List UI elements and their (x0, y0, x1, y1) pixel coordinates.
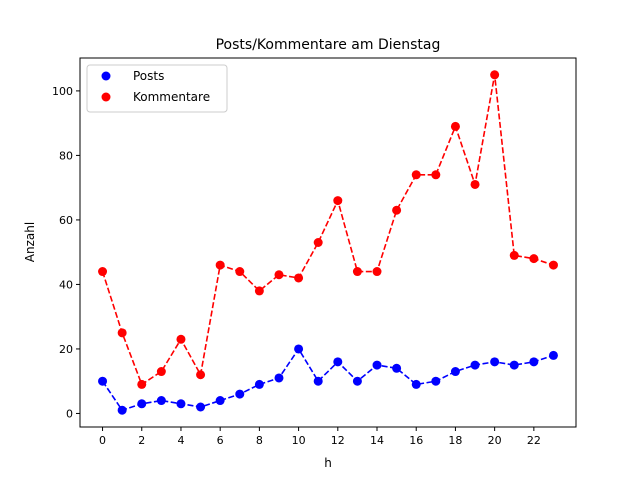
legend-marker (101, 92, 111, 102)
x-tick-label: 14 (370, 434, 384, 447)
data-point (176, 334, 186, 344)
data-point (235, 389, 245, 399)
data-point (254, 286, 264, 296)
data-point (411, 379, 421, 389)
data-point (156, 396, 166, 406)
data-point (156, 367, 166, 377)
data-point (352, 267, 362, 277)
data-point (98, 376, 108, 386)
data-point (352, 376, 362, 386)
data-point (392, 363, 402, 373)
data-point (333, 357, 343, 367)
data-point (294, 344, 304, 354)
x-tick-label: 4 (177, 434, 184, 447)
x-tick-label: 18 (448, 434, 462, 447)
data-point (470, 360, 480, 370)
data-point (196, 402, 206, 412)
x-tick-label: 22 (527, 434, 541, 447)
data-point (431, 376, 441, 386)
plot-area (79, 57, 577, 428)
data-point (313, 238, 323, 247)
legend-box (86, 64, 228, 113)
series-posts (98, 344, 558, 415)
data-point (98, 267, 108, 277)
data-point (548, 350, 558, 360)
data-point (294, 273, 304, 283)
x-axis-label: h (324, 456, 332, 470)
data-point (274, 373, 284, 383)
legend: Posts Kommentare (86, 64, 228, 113)
x-tick-label: 12 (331, 434, 345, 447)
data-point (470, 179, 480, 189)
legend-label: Kommentare (133, 90, 210, 104)
y-tick-label: 80 (59, 149, 73, 162)
data-point (215, 260, 225, 270)
chart-title: Posts/Kommentare am Dienstag (216, 37, 441, 53)
x-tick-label: 6 (217, 434, 224, 447)
data-point (254, 379, 264, 389)
data-point (509, 250, 519, 260)
x-tick-label: 10 (292, 434, 306, 447)
y-tick-label: 40 (59, 278, 73, 291)
data-point (392, 205, 402, 215)
x-tick-label: 8 (256, 434, 263, 447)
data-point (137, 399, 147, 409)
series-line (101, 74, 554, 386)
x-tick-label: 16 (409, 434, 423, 447)
x-tick-label: 20 (488, 434, 502, 447)
data-point (372, 360, 382, 370)
data-point (313, 376, 323, 386)
data-point (490, 70, 500, 80)
data-point (176, 399, 186, 409)
y-tick-label: 20 (59, 343, 73, 356)
data-point (548, 260, 558, 270)
series-kommentare (98, 70, 558, 389)
data-point (450, 121, 460, 131)
data-point (372, 267, 382, 277)
data-point (411, 170, 421, 180)
data-point (490, 357, 500, 367)
data-point (529, 254, 539, 264)
data-point (431, 170, 441, 180)
data-point (235, 267, 245, 277)
data-point (117, 328, 127, 338)
series-line (101, 347, 554, 412)
data-point (117, 405, 127, 415)
data-point (215, 396, 225, 406)
legend-marker (101, 71, 111, 81)
data-point (196, 370, 206, 380)
data-point (274, 270, 284, 280)
legend-label: Posts (133, 69, 164, 83)
data-point (509, 360, 519, 370)
data-point (137, 379, 147, 389)
x-tick-label: 2 (138, 434, 145, 447)
y-axis-label: Anzahl (23, 222, 37, 262)
x-tick-label: 0 (99, 434, 106, 447)
data-point (450, 367, 460, 377)
y-tick-label: 0 (66, 407, 73, 420)
y-tick-label: 100 (52, 85, 73, 98)
data-point (529, 357, 539, 367)
data-point (333, 196, 343, 206)
y-tick-label: 60 (59, 214, 73, 227)
